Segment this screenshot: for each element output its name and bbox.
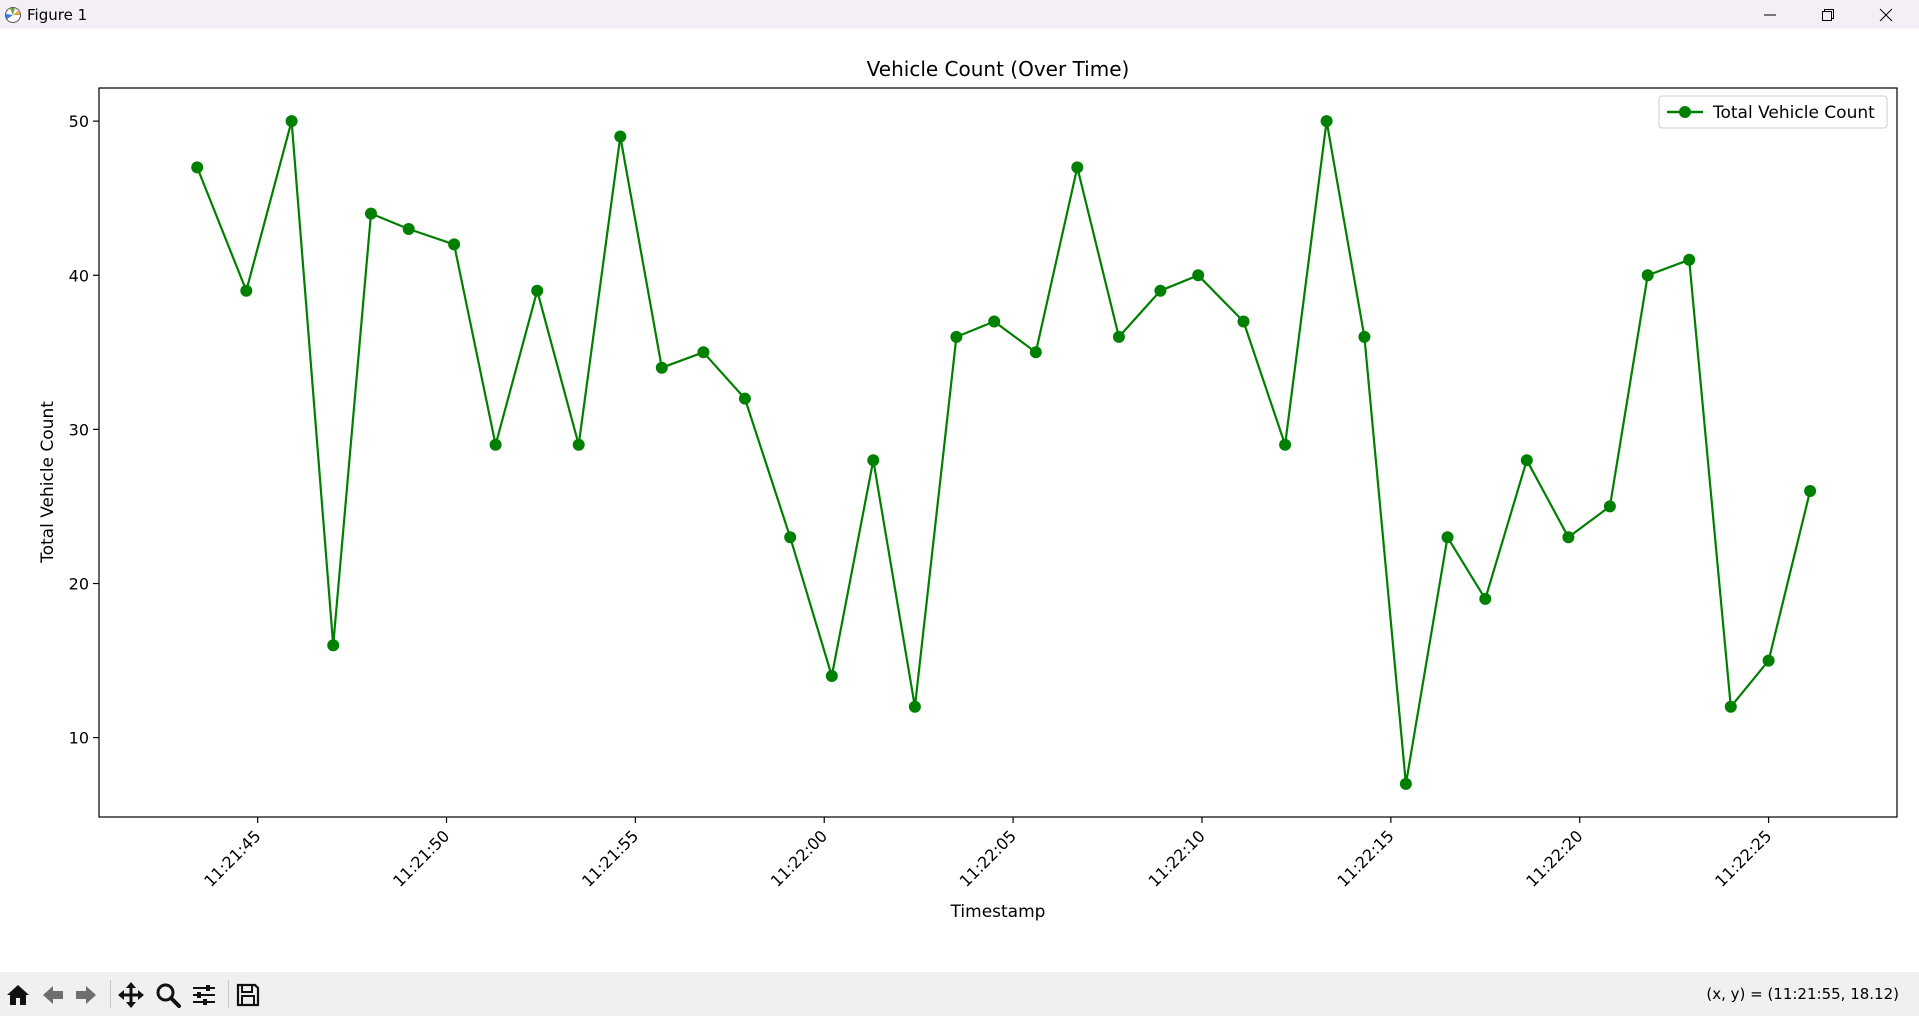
y-tick-label: 50 <box>69 112 89 131</box>
data-point <box>1562 531 1575 544</box>
minimize-icon <box>1764 14 1776 15</box>
y-tick-label: 10 <box>69 729 89 748</box>
configure-subplots-button[interactable] <box>188 979 220 1011</box>
maximize-button[interactable] <box>1799 0 1857 29</box>
data-point <box>1804 485 1817 497</box>
navigation-toolbar: (x, y) = (11:21:55, 18.12) <box>0 972 1919 1016</box>
data-point <box>950 330 963 343</box>
data-point <box>1071 161 1084 174</box>
configure-subplots-icon <box>193 985 215 1005</box>
data-point <box>784 531 797 544</box>
data-point <box>867 454 880 467</box>
data-point <box>1112 330 1125 343</box>
toolbar-separator <box>228 980 229 1008</box>
save-button[interactable] <box>232 979 264 1011</box>
data-point <box>1520 454 1533 467</box>
x-axis-label: Timestamp <box>950 902 1046 922</box>
series-line <box>196 119 1812 786</box>
x-tick-label: 11:22:00 <box>767 826 831 890</box>
zoom-icon <box>156 983 181 1008</box>
data-point <box>614 130 627 143</box>
zoom-button[interactable] <box>152 979 184 1011</box>
x-tick-label: 11:22:15 <box>1333 826 1397 890</box>
data-point <box>1479 592 1492 605</box>
data-point <box>1399 777 1412 790</box>
window-title: Figure 1 <box>27 6 88 24</box>
data-point <box>1603 500 1616 513</box>
data-point <box>1358 330 1371 343</box>
legend-box <box>1658 95 1888 129</box>
x-tick-label: 11:22:25 <box>1711 826 1775 890</box>
x-tick-label: 11:21:45 <box>200 826 264 890</box>
matplotlib-app-icon <box>5 7 21 23</box>
data-point <box>1029 346 1042 359</box>
x-tick-label: 11:21:50 <box>389 826 453 890</box>
data-point <box>572 438 585 451</box>
back-button[interactable] <box>37 979 69 1011</box>
data-point <box>1192 269 1205 282</box>
series <box>191 115 1817 790</box>
data-point <box>327 639 340 652</box>
data-point <box>1762 654 1775 667</box>
chart-title: Vehicle Count (Over Time) <box>867 57 1130 81</box>
data-point <box>365 207 377 220</box>
data-point <box>1724 700 1737 713</box>
home-icon <box>7 985 29 1005</box>
data-point <box>1320 115 1333 128</box>
data-point <box>697 346 710 359</box>
data-point <box>285 115 298 128</box>
data-point <box>1154 284 1167 297</box>
forward-button[interactable] <box>70 979 102 1011</box>
legend-label: Total Vehicle Count <box>1712 103 1875 123</box>
y-tick-label: 20 <box>69 575 89 594</box>
chart: Vehicle Count (Over Time) 10 20 30 40 50 11:2… <box>38 57 1898 922</box>
data-point <box>531 284 544 297</box>
back-icon <box>43 986 63 1004</box>
forward-icon <box>76 986 96 1004</box>
data-point <box>738 392 751 405</box>
legend-marker <box>1679 106 1691 118</box>
data-point <box>1683 253 1696 266</box>
x-tick-label: 11:21:55 <box>578 826 642 890</box>
data-point <box>1237 315 1250 328</box>
close-button[interactable] <box>1857 0 1915 29</box>
toolbar-separator <box>110 980 111 1008</box>
x-tick-label: 11:22:05 <box>956 826 1020 890</box>
axes <box>98 87 1898 818</box>
y-tick-label: 30 <box>69 420 89 439</box>
ticks: 10 20 30 40 50 11:21:45 11:21:50 11:21:55 11:22:… <box>69 112 1776 891</box>
data-point <box>402 223 415 235</box>
pan-button[interactable] <box>115 979 147 1011</box>
pan-icon <box>118 982 144 1008</box>
y-axis-label: Total Vehicle Count <box>38 401 58 564</box>
data-point <box>908 700 921 713</box>
home-button[interactable] <box>2 979 34 1011</box>
coordinate-readout: (x, y) = (11:21:55, 18.12) <box>1706 985 1899 1003</box>
window-title-bar: Figure 1 <box>0 0 1919 29</box>
minimize-button[interactable] <box>1741 0 1799 29</box>
plot-frame <box>98 87 1898 818</box>
data-point <box>825 670 838 682</box>
legend: Total Vehicle Count <box>1658 95 1888 129</box>
x-tick-label: 11:22:20 <box>1522 826 1586 890</box>
y-tick-label: 40 <box>69 266 89 285</box>
data-point <box>489 438 502 451</box>
data-point <box>655 361 668 374</box>
data-point <box>240 284 253 297</box>
figure-canvas[interactable]: Vehicle Count (Over Time) 10 20 30 40 50 11:2… <box>0 29 1919 972</box>
close-icon <box>1879 8 1893 21</box>
save-icon <box>236 983 260 1007</box>
data-point <box>1641 269 1654 282</box>
data-point <box>448 238 461 251</box>
x-tick-label: 11:22:10 <box>1145 826 1209 890</box>
data-point <box>988 315 1001 328</box>
data-point <box>1279 438 1292 451</box>
restore-icon <box>1822 8 1834 21</box>
data-point <box>1441 531 1454 544</box>
data-point <box>191 161 204 174</box>
